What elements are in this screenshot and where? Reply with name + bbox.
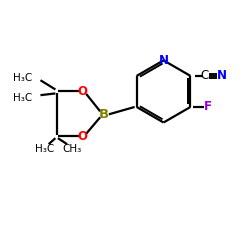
Text: N: N <box>158 54 168 67</box>
Text: H₃C: H₃C <box>13 93 32 103</box>
Text: O: O <box>78 130 88 143</box>
Text: CH₃: CH₃ <box>62 144 81 154</box>
Text: C: C <box>200 70 208 82</box>
Text: O: O <box>78 85 88 98</box>
Text: H₃C: H₃C <box>13 73 32 83</box>
Text: F: F <box>204 100 212 114</box>
Text: B: B <box>99 108 109 121</box>
Text: H₃C: H₃C <box>34 144 54 154</box>
Text: N: N <box>216 70 226 82</box>
